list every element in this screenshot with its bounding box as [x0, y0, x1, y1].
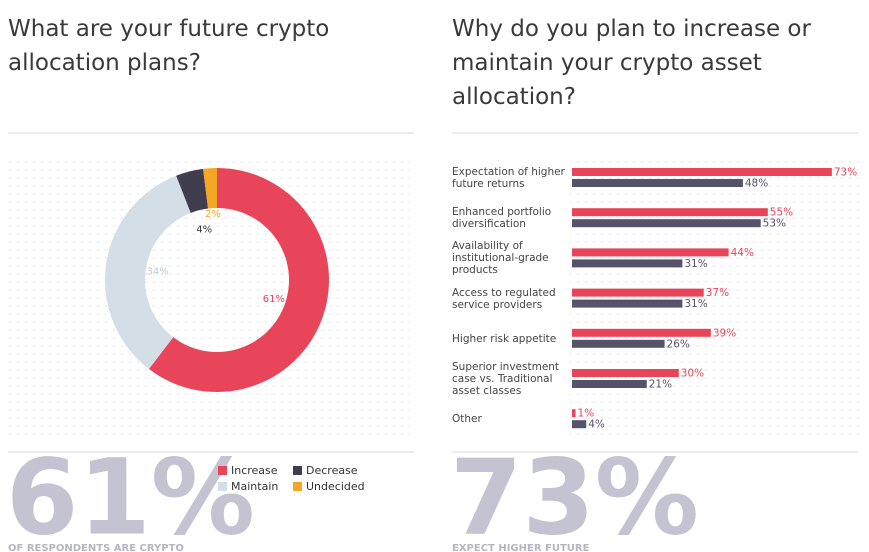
category-label: Enhanced portfolio diversification: [452, 206, 552, 231]
callout: 73%: [450, 436, 699, 552]
bar: [572, 208, 768, 217]
value-label: 44%: [731, 247, 754, 259]
value-label: 26%: [667, 338, 690, 350]
bar: [572, 219, 761, 228]
bar: [572, 248, 729, 257]
legend-label: Maintain: [231, 480, 278, 493]
bar: [572, 179, 743, 187]
value-label: 31%: [684, 258, 707, 270]
category-label: Other: [452, 413, 482, 426]
value-label: 4%: [588, 419, 605, 431]
value-label: 1%: [578, 408, 595, 420]
slice-label: 34%: [146, 267, 168, 278]
legend-label: Undecided: [306, 480, 365, 493]
legend-swatch: [218, 482, 227, 491]
pie-slice: [203, 168, 217, 209]
bar: [572, 259, 683, 268]
value-label: 37%: [706, 287, 729, 299]
pie-slice: [176, 168, 209, 213]
value-label: 48%: [745, 178, 768, 190]
bar: [572, 339, 665, 348]
legend-label: Increase: [231, 464, 278, 477]
value-label: 39%: [713, 327, 736, 339]
bar: [572, 168, 832, 176]
category-label: Access to regulated service providers: [452, 286, 556, 311]
value-label: 30%: [681, 368, 704, 380]
bar: [572, 369, 679, 377]
legend-swatch: [293, 466, 302, 475]
chart-title: Why do you plan to increase or maintain …: [452, 16, 811, 110]
category-label: Expectation of higher future returns: [452, 166, 565, 190]
bar: [572, 299, 683, 308]
value-label: 31%: [684, 298, 707, 310]
callout-caption: OF RESPONDENTS ARE CRYPTO: [8, 543, 184, 552]
callout: 61%: [6, 436, 255, 552]
pie-slice: [148, 168, 330, 392]
category-label: Availability of institutional-grade prod…: [452, 240, 549, 277]
value-label: 21%: [649, 379, 672, 391]
legend-label: Decrease: [306, 464, 358, 477]
pie-slice: [105, 175, 191, 369]
chart-title: What are your future crypto allocation p…: [8, 16, 330, 76]
value-label: 73%: [834, 167, 857, 179]
legend-swatch: [218, 466, 227, 475]
slice-label: 61%: [263, 294, 285, 305]
slice-label: 4%: [196, 225, 212, 236]
dot-background: [570, 155, 860, 440]
bar: [572, 409, 576, 418]
legend-swatch: [293, 482, 302, 491]
value-label: 53%: [763, 218, 786, 230]
bar: [572, 420, 587, 429]
bar: [572, 380, 647, 388]
bar: [572, 288, 704, 297]
category-label: Higher risk appetite: [452, 332, 557, 345]
slice-label: 2%: [205, 209, 221, 220]
category-label: Superior investment case vs. Traditional…: [452, 361, 560, 397]
callout-caption: EXPECT HIGHER FUTURE: [452, 543, 590, 552]
value-label: 55%: [770, 207, 793, 219]
bar: [572, 328, 711, 337]
